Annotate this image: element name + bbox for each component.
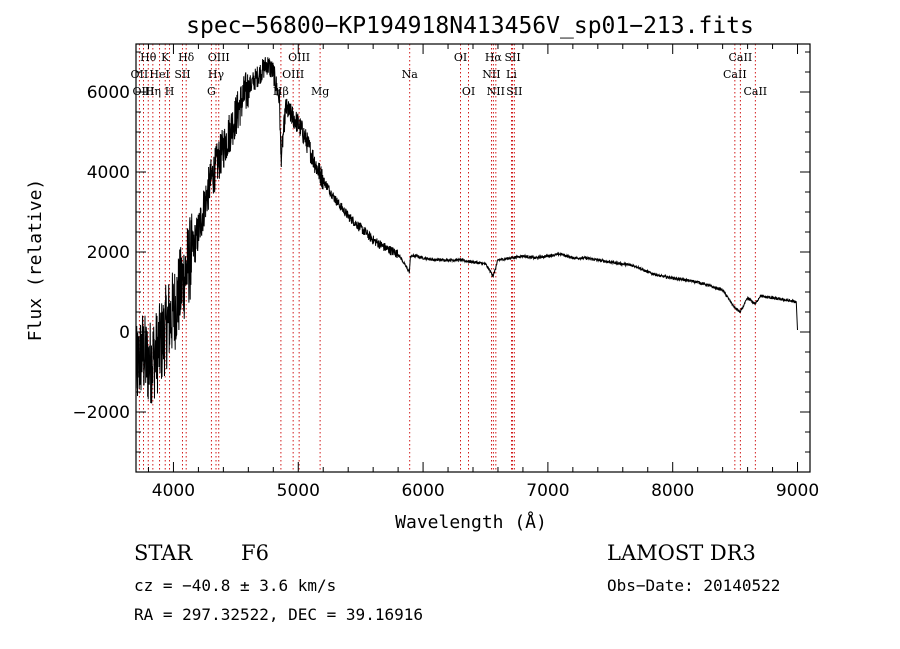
line-label: CaII: [729, 51, 753, 64]
line-label: K: [161, 51, 170, 64]
spectral-line-markers: [138, 44, 756, 472]
x-tick-label: 4000: [152, 481, 195, 501]
spectrum-line: [135, 57, 798, 404]
x-tick-label: 8000: [651, 481, 694, 501]
y-axis-label: Flux (relative): [25, 179, 46, 342]
observation-date: Obs−Date: 20140522: [607, 576, 780, 595]
line-label: Mg: [311, 85, 329, 98]
object-subclass: F6: [241, 541, 269, 565]
line-label: G: [207, 85, 216, 98]
line-label: OI: [462, 85, 475, 98]
line-label: NII: [482, 68, 500, 81]
x-tick-label: 9000: [776, 481, 819, 501]
x-tick-label: 6000: [401, 481, 444, 501]
line-label: H: [165, 85, 175, 98]
chart-title: spec−56800−KP194918N413456V_sp01−213.fit…: [186, 13, 754, 39]
y-tick-label: 0: [119, 323, 130, 343]
line-label: Hα: [485, 51, 503, 64]
line-label: SII: [174, 68, 190, 81]
y-tick-label: 6000: [87, 83, 130, 103]
line-label: HeI: [149, 68, 169, 81]
line-label: SII: [506, 85, 522, 98]
line-label: Hγ: [208, 68, 225, 81]
y-tick-label: 2000: [87, 243, 130, 263]
line-label: SII: [504, 51, 520, 64]
x-axis-label: Wavelength (Å): [395, 511, 547, 533]
line-label: CaII: [723, 68, 747, 81]
line-label: OIII: [288, 51, 310, 64]
x-axis-ticks: 4000 5000 6000 7000 8000 9000: [147, 44, 819, 501]
y-tick-label: 4000: [87, 163, 130, 183]
spectrum-series: [135, 57, 798, 404]
y-tick-label: −2000: [72, 403, 130, 423]
line-label: NII: [487, 85, 505, 98]
line-label: Hη: [145, 85, 161, 98]
y-axis-ticks: −2000 0 2000 4000 6000: [72, 51, 810, 453]
line-label: CaII: [743, 85, 767, 98]
line-label: OIII: [282, 68, 304, 81]
spectral-line-labels: HθOIIOIIIHηHeIKHSIIHδGHγOIIIHβOIIIOIIIMg…: [131, 51, 768, 98]
survey-release: LAMOST DR3: [607, 541, 756, 565]
line-label: Li: [506, 68, 517, 81]
ra-dec-coordinates: RA = 297.32522, DEC = 39.16916: [134, 605, 423, 624]
line-label: Hθ: [140, 51, 157, 64]
object-class: STAR: [134, 541, 193, 565]
line-label: Na: [402, 68, 419, 81]
line-label: OIII: [208, 51, 230, 64]
line-label: OI: [454, 51, 467, 64]
redshift-cz: cz = −40.8 ± 3.6 km/s: [134, 576, 336, 595]
x-tick-label: 7000: [526, 481, 569, 501]
line-label: OII: [131, 68, 149, 81]
x-tick-label: 5000: [277, 481, 320, 501]
line-label: Hδ: [178, 51, 195, 64]
